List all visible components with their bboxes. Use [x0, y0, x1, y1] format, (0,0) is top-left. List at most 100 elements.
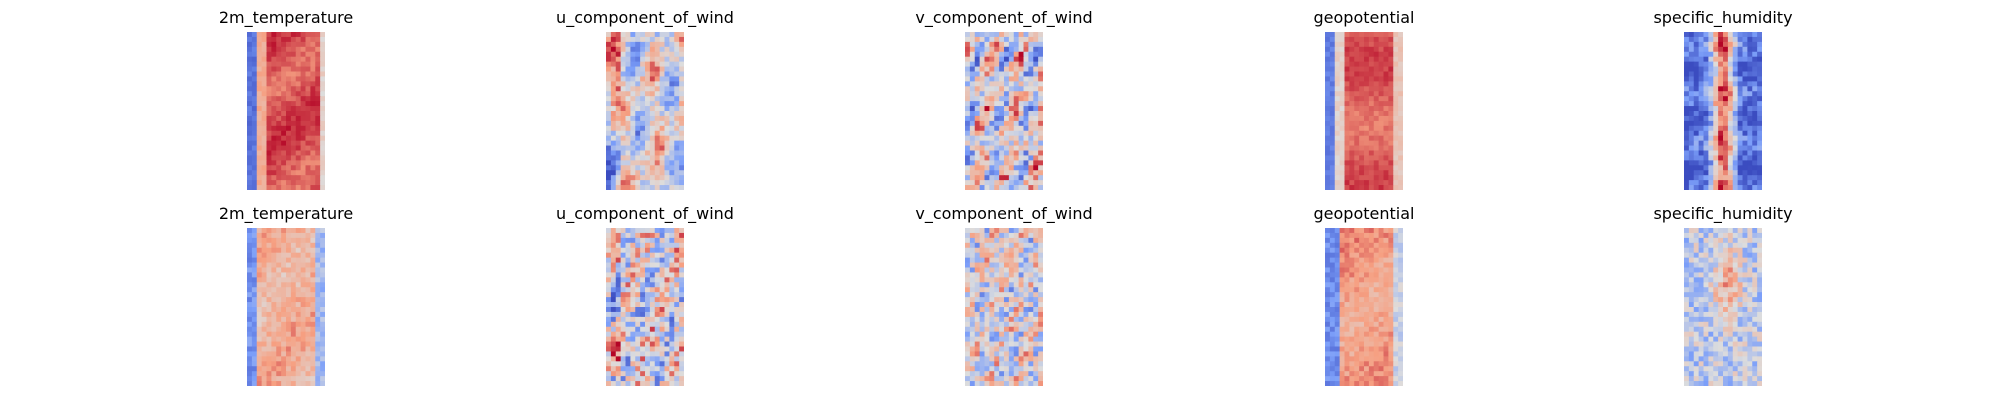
heatmap-cell — [654, 61, 661, 68]
heatmap-cell — [1752, 135, 1758, 142]
heatmap-cell — [664, 111, 670, 117]
heatmap-cell — [1688, 150, 1695, 157]
heatmap-cell — [654, 331, 661, 338]
heatmap-cell — [1004, 115, 1010, 122]
heatmap-cell — [1698, 101, 1705, 107]
heatmap-cell — [1684, 311, 1690, 318]
heatmap-cell — [320, 341, 325, 348]
heatmap-cell — [1038, 175, 1043, 181]
heatmap-cell — [625, 165, 631, 171]
heatmap-cell — [1757, 242, 1762, 249]
heatmap-cell — [1364, 277, 1370, 283]
heatmap-cell — [1013, 36, 1020, 43]
heatmap-cell — [1349, 252, 1355, 259]
heatmap-cell — [1329, 140, 1336, 147]
heatmap-cell — [276, 81, 282, 87]
heatmap-cell — [1334, 36, 1341, 43]
heatmap-cell — [635, 170, 641, 176]
heatmap-cell — [281, 257, 287, 264]
heatmap-cell — [1013, 61, 1020, 68]
heatmap-cell — [1013, 145, 1020, 152]
heatmap-cell — [1349, 91, 1355, 97]
heatmap-cell — [305, 228, 311, 234]
heatmap-cell — [1339, 366, 1346, 372]
heatmap-cell — [1008, 165, 1015, 171]
heatmap-cell — [247, 71, 253, 78]
heatmap-cell — [1752, 170, 1758, 176]
heatmap-cell — [305, 150, 311, 157]
heatmap-cell — [630, 311, 636, 318]
heatmap-cell — [1349, 346, 1355, 353]
heatmap-cell — [305, 321, 311, 328]
heatmap-cell — [261, 302, 268, 308]
heatmap-cell — [1359, 292, 1365, 298]
heatmap-cell — [1718, 242, 1724, 249]
heatmap-cell — [979, 257, 986, 264]
heatmap-cell — [1008, 292, 1015, 298]
heatmap-cell — [1038, 56, 1043, 63]
heatmap-cell — [247, 81, 253, 87]
heatmap-cell — [606, 376, 612, 382]
heatmap-cell — [1349, 341, 1355, 348]
heatmap-cell — [606, 36, 612, 43]
heatmap-cell — [1378, 32, 1385, 38]
heatmap-cell — [1004, 66, 1010, 73]
heatmap-cell — [1727, 111, 1734, 117]
heatmap-cell — [1688, 247, 1695, 254]
heatmap-cell — [1727, 180, 1734, 186]
heatmap-cell — [256, 272, 263, 278]
heatmap-cell — [251, 135, 258, 142]
heatmap-cell — [649, 262, 656, 269]
heatmap-cell — [674, 91, 680, 97]
heatmap-cell — [965, 150, 971, 157]
heatmap-cell — [310, 130, 316, 137]
heatmap-cell — [1723, 96, 1729, 102]
heatmap-cell — [1008, 371, 1015, 377]
heatmap-cell — [1373, 247, 1380, 254]
heatmap-cell — [1329, 155, 1336, 161]
heatmap-cell — [630, 262, 636, 269]
heatmap-cell — [664, 326, 670, 333]
heatmap-cell — [994, 150, 1000, 157]
heatmap-cell — [664, 272, 670, 278]
heatmap-cell — [1698, 272, 1705, 278]
heatmap-cell — [674, 51, 680, 58]
heatmap-cell — [974, 311, 981, 318]
heatmap-cell — [251, 36, 258, 43]
heatmap-cell — [654, 41, 661, 48]
heatmap-cell — [994, 56, 1000, 63]
heatmap-cell — [315, 115, 321, 122]
heatmap-cell — [1018, 277, 1025, 283]
heatmap-cell — [979, 346, 986, 353]
heatmap-cell — [615, 351, 622, 357]
heatmap-cell — [251, 361, 258, 367]
heatmap-cell — [1008, 381, 1015, 386]
heatmap-cell — [606, 316, 612, 323]
heatmap-cell — [1344, 242, 1350, 249]
heatmap-cell — [1684, 272, 1690, 278]
heatmap-cell — [281, 180, 287, 186]
heatmap-cell — [659, 81, 666, 87]
heatmap-cell — [286, 66, 292, 73]
heatmap-cell — [1004, 160, 1010, 166]
heatmap-cell — [1359, 86, 1365, 92]
heatmap-cell — [1708, 106, 1714, 112]
heatmap-cell — [679, 272, 684, 278]
heatmap-cell — [1742, 106, 1748, 112]
heatmap-cell — [640, 277, 646, 283]
heatmap-cell — [1398, 106, 1403, 112]
heatmap-cell — [984, 242, 990, 249]
heatmap-cell — [630, 321, 636, 328]
heatmap-cell — [256, 106, 263, 112]
heatmap-cell — [305, 257, 311, 264]
heatmap-cell — [965, 115, 971, 122]
heatmap-cell — [630, 361, 636, 367]
heatmap-cell — [1008, 272, 1015, 278]
heatmap-cell — [1354, 155, 1360, 161]
heatmap-cell — [1737, 302, 1744, 308]
heatmap-cell — [1329, 272, 1336, 278]
heatmap-cell — [261, 61, 268, 68]
heatmap-cell — [654, 321, 661, 328]
heatmap-cell — [1393, 120, 1399, 127]
heatmap-cell — [251, 331, 258, 338]
